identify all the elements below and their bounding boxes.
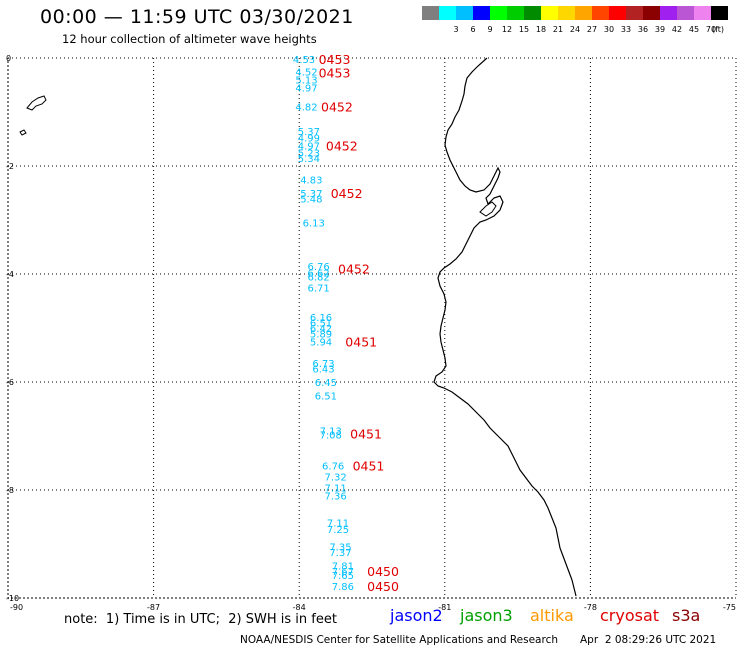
lat-tick-label: -6 (6, 378, 14, 387)
satellite-cryosat: cryosat (600, 606, 659, 625)
satellite-jason3: jason3 (460, 606, 513, 625)
time-label: 0452 (326, 138, 358, 153)
time-label: 0451 (350, 426, 382, 441)
swh-value: 6.13 (303, 219, 325, 230)
swh-value: 4.83 (300, 176, 322, 187)
swh-value: 7.37 (329, 548, 351, 559)
map-frame (8, 58, 736, 598)
time-label: 0450 (367, 564, 399, 579)
time-label: 0451 (345, 335, 377, 350)
swh-value: 5.94 (310, 338, 332, 349)
generated-timestamp: Apr 2 08:29:26 UTC 2021 (580, 634, 716, 646)
satellite-altika: altika (530, 606, 574, 625)
lat-tick-label: 0 (6, 54, 11, 63)
satellite-jason2: jason2 (390, 606, 443, 625)
ecuador-peru-coastline (434, 58, 576, 596)
time-label: 0452 (338, 262, 370, 277)
lat-tick-label: -10 (6, 594, 19, 603)
swh-value: 7.86 (332, 582, 354, 593)
gulf-island (480, 202, 496, 216)
swh-value: 6.45 (315, 378, 337, 389)
swh-value: 4.82 (295, 103, 317, 114)
galapagos-island-small (20, 130, 26, 135)
lon-tick-label: -75 (723, 603, 736, 612)
swh-value: 6.82 (307, 273, 329, 284)
swh-value: 6.76 (322, 462, 344, 473)
map-grid (8, 58, 736, 598)
lon-tick-label: -78 (584, 603, 597, 612)
time-label: 0452 (321, 100, 353, 115)
swh-value: 5.34 (298, 154, 320, 165)
footer-note: note: 1) Time is in UTC; 2) SWH is in fe… (64, 612, 337, 627)
credit-line: NOAA/NESDIS Center for Satellite Applica… (240, 634, 558, 646)
axis-tick-labels: -90 -87 -84 -81 -78 -75 0 -2 -4 -6 -8 -10 (6, 54, 736, 612)
wave-height-observations: 4.534.525.134.974.825.374.994.975.235.34… (293, 55, 354, 593)
wave-height-map: 4.534.525.134.974.825.374.994.975.235.34… (0, 0, 740, 650)
swh-value: 7.32 (324, 473, 346, 484)
swh-value: 7.08 (320, 430, 342, 441)
swh-value: 7.65 (332, 571, 354, 582)
satellite-s3a: s3a (672, 606, 700, 625)
lat-tick-label: -8 (6, 486, 14, 495)
swh-value: 5.48 (300, 194, 322, 205)
swh-value: 6.51 (315, 392, 337, 403)
swh-value: 7.25 (327, 525, 349, 536)
time-label: 0453 (319, 66, 351, 81)
time-label: 0452 (331, 186, 363, 201)
lon-tick-label: -90 (10, 603, 23, 612)
swh-value: 6.43 (312, 365, 334, 376)
time-label: 0450 (367, 579, 399, 594)
swh-value: 7.36 (324, 491, 346, 502)
swh-value: 6.71 (307, 284, 329, 295)
galapagos-island-large (27, 96, 46, 110)
lat-tick-label: -2 (6, 162, 14, 171)
swh-value: 4.97 (295, 84, 317, 95)
lat-tick-label: -4 (6, 270, 14, 279)
lon-tick-label: -87 (147, 603, 160, 612)
time-label: 0451 (353, 459, 385, 474)
lon-tick-label: -84 (293, 603, 306, 612)
swh-value: 4.53 (293, 55, 315, 66)
